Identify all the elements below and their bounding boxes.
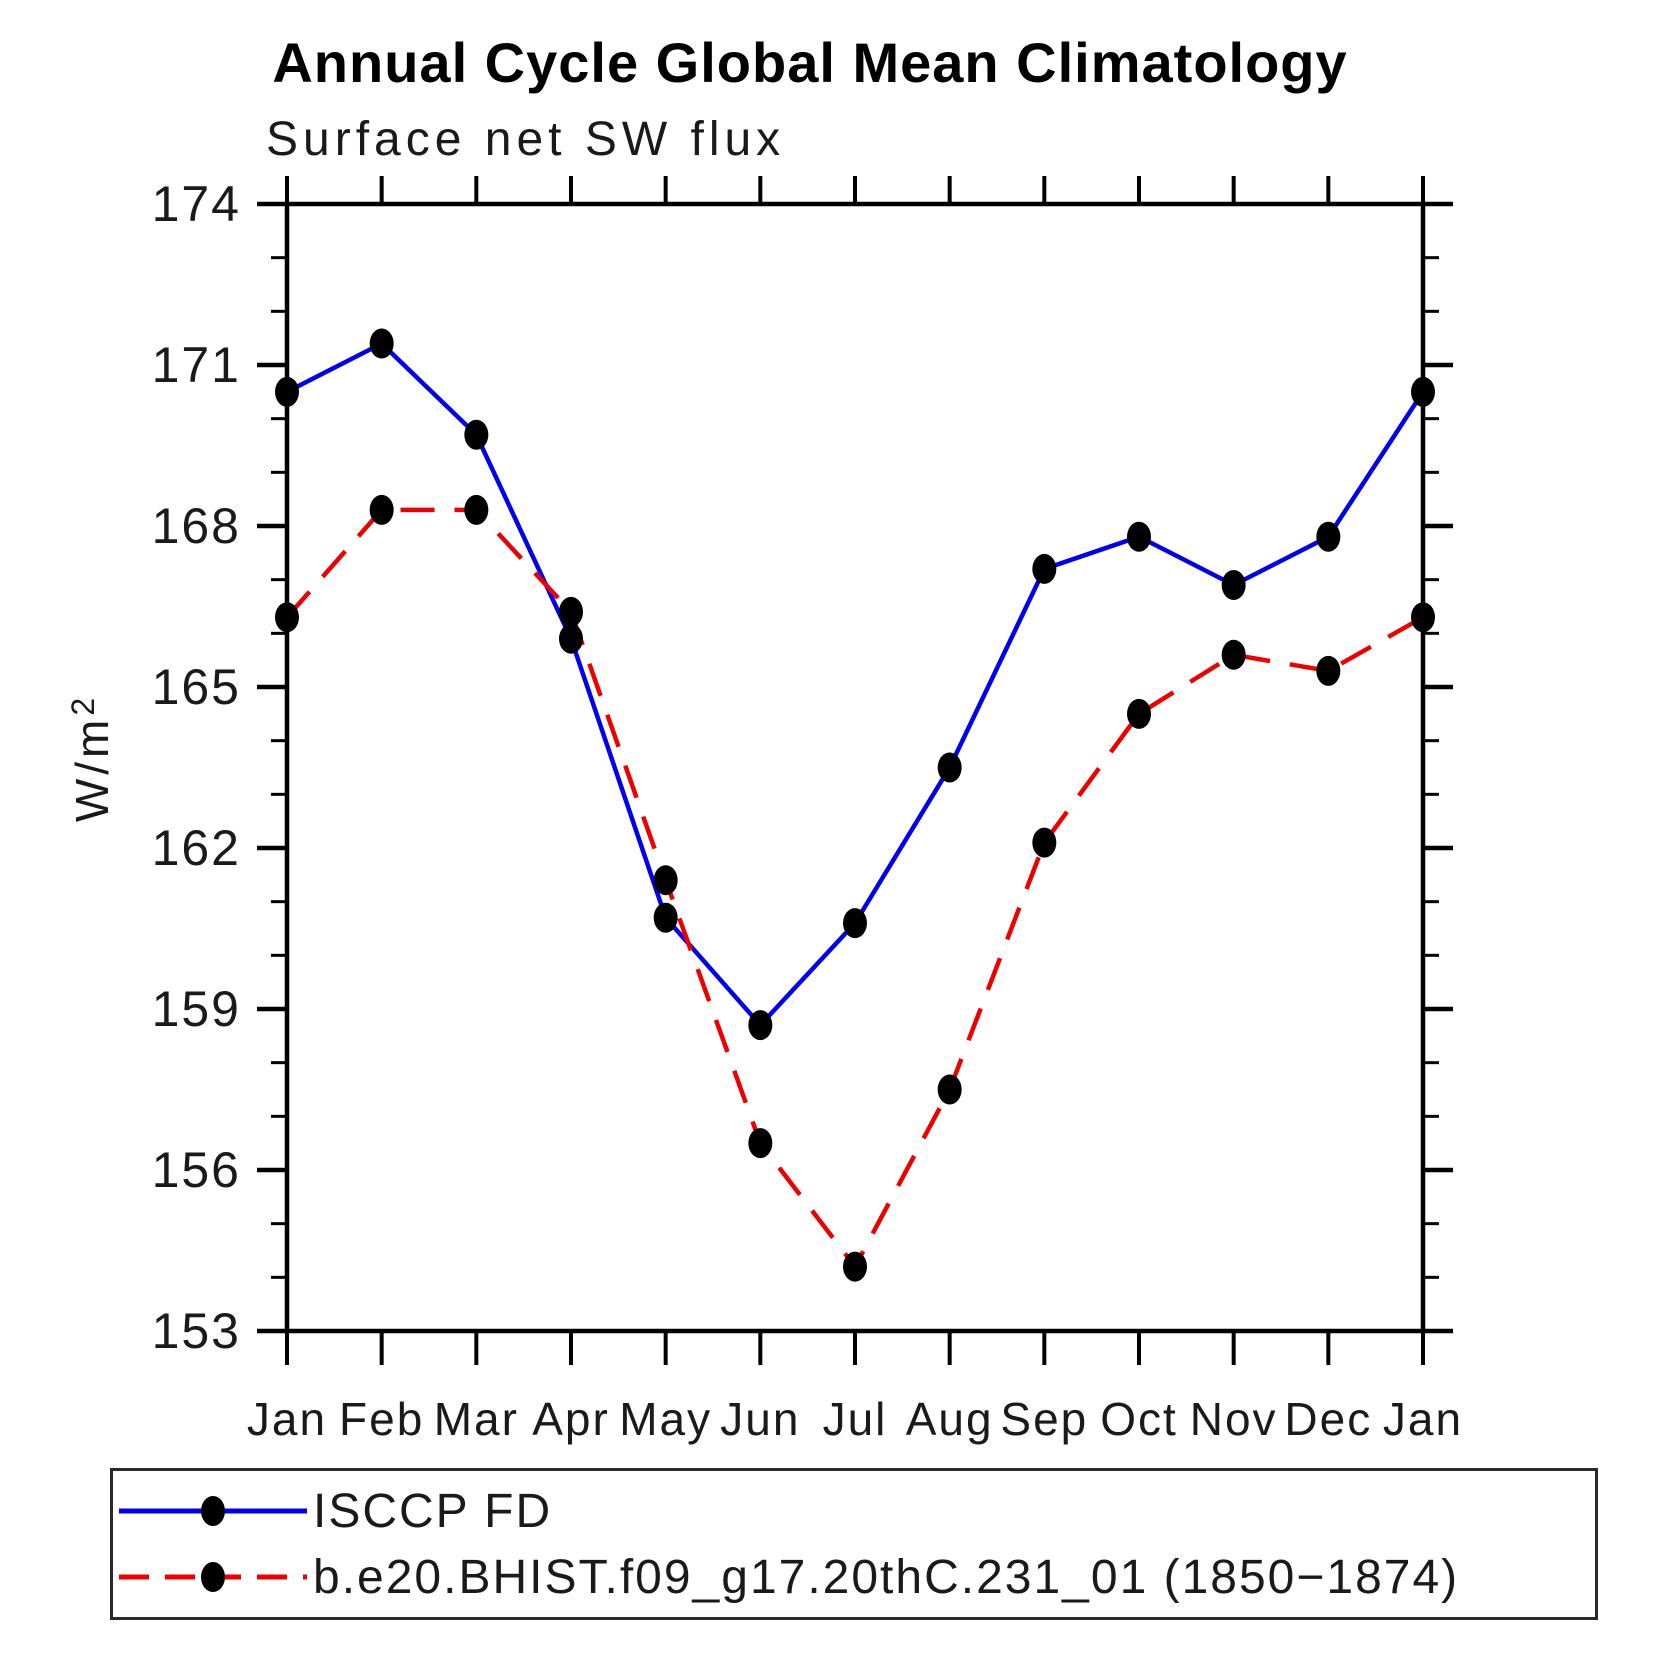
x-axis-tick-label: Jan bbox=[1383, 1393, 1463, 1445]
y-axis-tick-label: 159 bbox=[152, 981, 241, 1037]
series-1-marker bbox=[1411, 602, 1435, 633]
series-1-marker bbox=[1127, 698, 1151, 729]
plot-frame bbox=[284, 201, 1426, 1334]
series-1-marker bbox=[937, 1074, 962, 1105]
x-axis-tick-label: Jan bbox=[247, 1393, 327, 1445]
chart-title: Annual Cycle Global Mean Climatology bbox=[272, 31, 1348, 94]
legend: ISCCP FD b.e20.BHIST.f09_g17.20thC.231_0… bbox=[110, 1468, 1598, 1620]
x-axis-tick-label: Oct bbox=[1100, 1393, 1178, 1445]
y-axis-tick-label: 174 bbox=[152, 176, 241, 232]
x-axis-tick-label: Sep bbox=[1000, 1393, 1088, 1445]
chart-subtitle: Surface net SW flux bbox=[266, 113, 786, 166]
x-axis-tick-label: Feb bbox=[339, 1393, 424, 1445]
series-0-marker bbox=[1411, 376, 1435, 407]
x-axis-tick-label: Jul bbox=[823, 1393, 888, 1445]
y-axis-tick-label: 153 bbox=[152, 1303, 241, 1359]
series-1-marker bbox=[748, 1128, 773, 1159]
x-axis-tick-label: Aug bbox=[906, 1393, 994, 1445]
y-axis-tick-label: 168 bbox=[152, 498, 241, 554]
x-axis-tick-label: Nov bbox=[1190, 1393, 1278, 1445]
x-axis-tick-label: Dec bbox=[1284, 1393, 1372, 1445]
legend-line-sample-dashed bbox=[119, 1562, 307, 1592]
series-1-marker bbox=[464, 494, 489, 525]
series-0-marker bbox=[369, 328, 394, 359]
y-axis-tick-label: 171 bbox=[152, 337, 241, 393]
series-0-marker bbox=[464, 419, 489, 450]
x-axis-tick-label: May bbox=[619, 1393, 712, 1445]
x-axis-tick-label: Apr bbox=[532, 1393, 610, 1445]
x-axis-tick-label: Jun bbox=[720, 1393, 800, 1445]
series-0-marker bbox=[843, 908, 867, 939]
series-1-marker bbox=[369, 494, 394, 525]
series-0-marker bbox=[1316, 521, 1341, 552]
legend-label-isccp: ISCCP FD bbox=[313, 1484, 553, 1538]
y-axis-tick-label: 165 bbox=[152, 659, 241, 715]
y-axis-tick-label: 162 bbox=[152, 820, 241, 876]
series-1-marker bbox=[653, 865, 678, 896]
x-axis-tick-label: Mar bbox=[434, 1393, 519, 1445]
series-1-marker bbox=[1221, 639, 1246, 670]
series-0-marker bbox=[1127, 521, 1151, 552]
legend-marker-icon bbox=[201, 1562, 225, 1592]
legend-entry-model: b.e20.BHIST.f09_g17.20thC.231_01 (1850−1… bbox=[117, 1551, 1459, 1604]
series-1-marker bbox=[559, 596, 583, 627]
legend-line-sample-solid bbox=[119, 1496, 307, 1526]
series-0-marker bbox=[1221, 570, 1246, 601]
series-0-marker bbox=[275, 376, 299, 407]
series-0-marker bbox=[653, 902, 678, 933]
legend-label-model: b.e20.BHIST.f09_g17.20thC.231_01 (1850−1… bbox=[313, 1550, 1460, 1604]
series-1-marker bbox=[1032, 827, 1057, 858]
series-0-marker bbox=[748, 1010, 773, 1041]
series-1-marker bbox=[275, 602, 299, 633]
series-1-marker bbox=[1316, 655, 1341, 686]
legend-marker-icon bbox=[201, 1496, 225, 1526]
series-1-line bbox=[285, 507, 1425, 1271]
series-0-marker bbox=[1032, 553, 1057, 584]
series-0-marker bbox=[559, 623, 583, 654]
legend-entry-isccp: ISCCP FD bbox=[117, 1485, 552, 1538]
series-1-marker bbox=[843, 1251, 867, 1282]
y-axis-tick-label: 156 bbox=[152, 1142, 241, 1198]
series-0-marker bbox=[937, 752, 962, 783]
